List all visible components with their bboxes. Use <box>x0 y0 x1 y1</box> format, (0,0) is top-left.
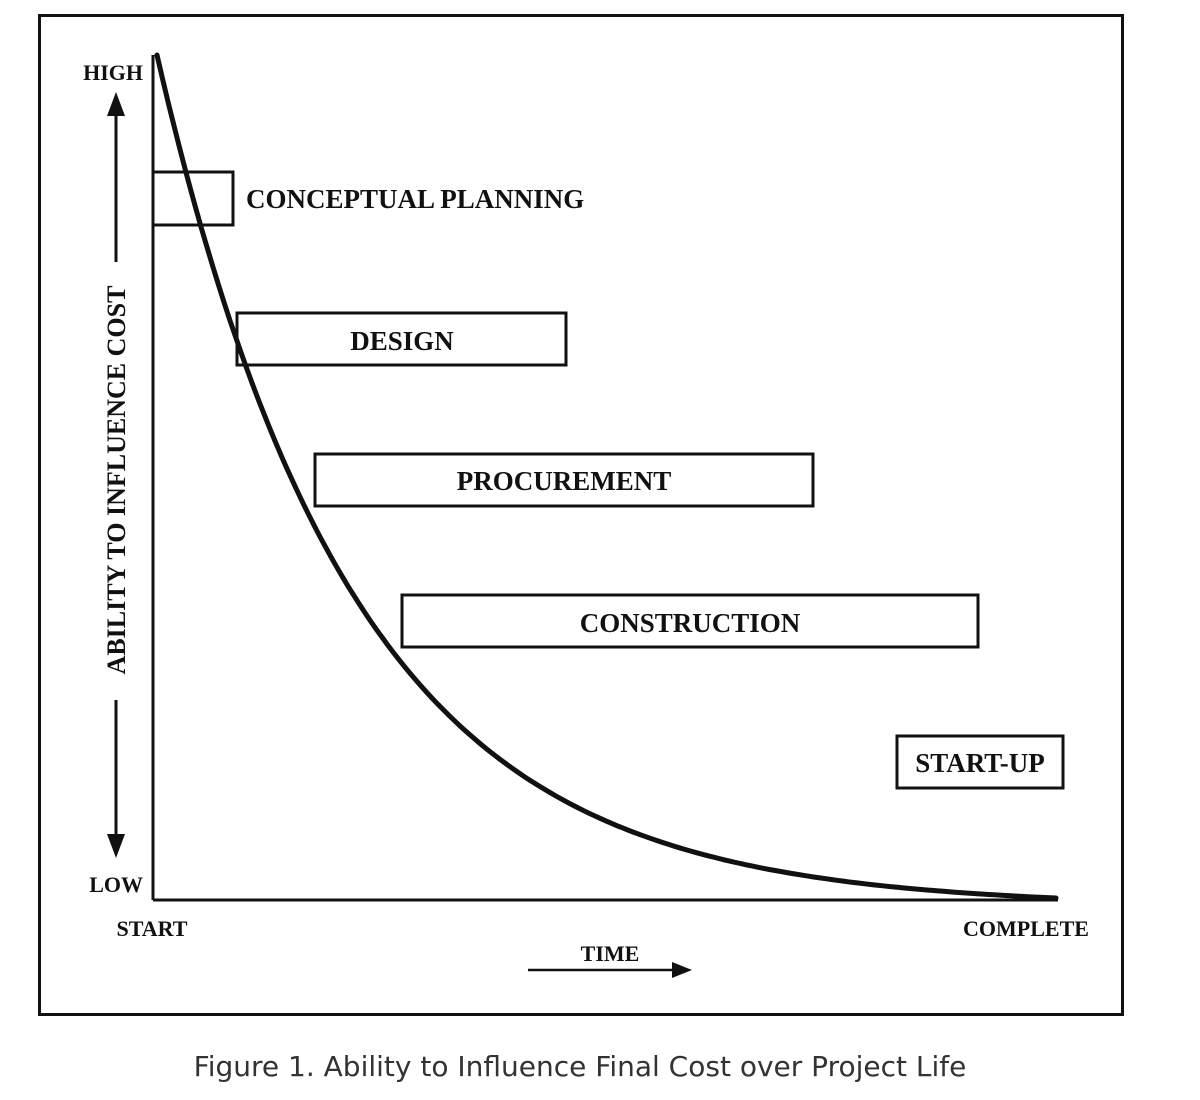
y-axis-arrowhead-up-icon <box>107 92 125 116</box>
x-axis-start-label: START <box>117 916 188 941</box>
phase-label: PROCUREMENT <box>457 466 672 496</box>
phase-construction: CONSTRUCTION <box>400 593 980 649</box>
phase-procurement: PROCUREMENT <box>313 452 815 508</box>
time-arrowhead-icon <box>672 962 692 978</box>
phase-conceptual-planning: CONCEPTUAL PLANNING <box>151 170 584 227</box>
y-axis-high-label: HIGH <box>83 60 143 85</box>
x-axis-complete-label: COMPLETE <box>963 916 1089 941</box>
figure-frame <box>38 14 1124 1016</box>
y-axis-arrowhead-down-icon <box>107 834 125 858</box>
phase-label: CONCEPTUAL PLANNING <box>246 184 584 214</box>
y-axis-low-label: LOW <box>89 872 143 897</box>
phase-box <box>313 452 815 508</box>
figure-caption: Figure 1. Ability to Influence Final Cos… <box>193 1050 967 1083</box>
x-axis-title: TIME <box>581 941 640 966</box>
phase-design: DESIGN <box>235 311 568 367</box>
phase-box <box>895 734 1065 790</box>
phase-label: DESIGN <box>350 326 454 356</box>
phase-label: CONSTRUCTION <box>580 608 801 638</box>
influence-curve <box>154 52 1059 901</box>
y-axis-title: ABILITY TO INFLUENCE COST <box>102 286 131 675</box>
phase-start-up: START-UP <box>895 734 1065 790</box>
phase-label: START-UP <box>915 748 1045 778</box>
phase-box <box>400 593 980 649</box>
phase-box <box>151 170 235 227</box>
